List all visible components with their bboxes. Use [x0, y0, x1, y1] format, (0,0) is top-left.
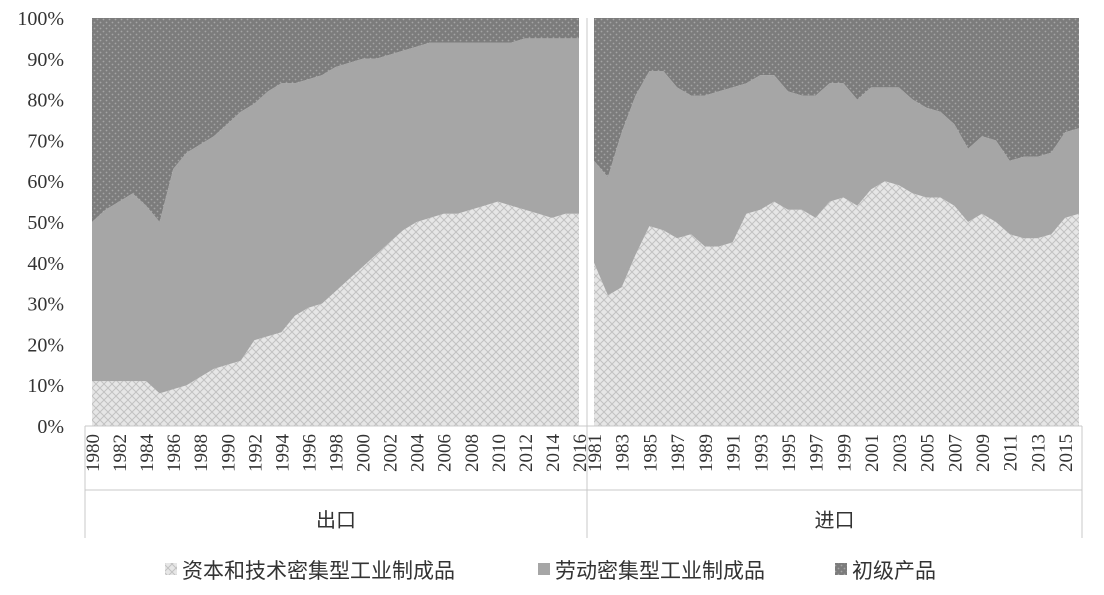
x-tick-label: 2009: [973, 434, 994, 472]
x-tick-label: 1991: [724, 434, 745, 472]
panel-label: 出口: [316, 509, 356, 532]
x-tick-label: 1987: [668, 434, 689, 472]
y-tick-label: 30%: [27, 294, 64, 316]
x-tick-label: 2000: [354, 434, 375, 472]
x-tick-label: 1996: [299, 434, 320, 472]
area-primary-exports: [92, 18, 579, 222]
panel-label: 进口: [815, 509, 855, 532]
x-tick-label: 1990: [218, 434, 239, 472]
y-tick-label: 0%: [37, 416, 64, 438]
y-tick-label: 40%: [27, 253, 64, 275]
legend-item-capital-tech: 资本和技术密集型工业制成品: [165, 559, 455, 583]
x-tick-label: 2006: [435, 434, 456, 472]
x-tick-label: 2010: [489, 434, 510, 472]
y-tick-label: 80%: [27, 90, 64, 112]
panel-exports: 1980 1982 1984 1986 1988 1990 1992 1994 1996 1998…: [83, 18, 591, 532]
x-tick-label: 2011: [1001, 434, 1022, 471]
x-tick-label: 2013: [1028, 434, 1049, 472]
x-tick-label: 1998: [327, 434, 348, 472]
solid-gray-square-icon: [538, 563, 550, 575]
x-tick-label: 1989: [696, 434, 717, 472]
panel-grid: [84, 18, 1083, 538]
area-primary-imports: [594, 18, 1079, 178]
x-tick-label: 2015: [1056, 434, 1077, 472]
y-tick-label: 20%: [27, 334, 64, 356]
x-tick-label: 1986: [164, 434, 185, 472]
area-capital-tech-imports: [594, 181, 1079, 426]
x-tick-label: 1995: [779, 434, 800, 472]
legend-label: 初级产品: [852, 559, 936, 583]
x-tick-label: 1982: [110, 434, 131, 472]
area-capital-tech-exports: [92, 201, 579, 426]
x-tick-label: 1984: [137, 434, 158, 473]
x-tick-label: 2005: [918, 434, 939, 472]
x-tick-label: 1993: [751, 434, 772, 472]
x-tick-label: 1994: [272, 434, 293, 473]
x-tick-label: 2008: [462, 434, 483, 472]
x-tick-label: 2016: [570, 434, 591, 472]
x-tick-label: 1981: [585, 434, 606, 472]
x-tick-label: 2004: [408, 434, 429, 473]
legend: 资本和技术密集型工业制成品 劳动密集型工业制成品 初级产品: [165, 559, 936, 583]
y-tick-label: 60%: [27, 171, 64, 193]
legend-item-labor: 劳动密集型工业制成品: [538, 559, 765, 583]
x-tick-label: 1980: [83, 434, 104, 472]
legend-label: 资本和技术密集型工业制成品: [182, 559, 455, 583]
y-tick-label: 50%: [27, 212, 64, 234]
x-tick-label: 1983: [613, 434, 634, 472]
x-tick-label: 2007: [945, 434, 966, 472]
x-tick-label: 2014: [543, 434, 564, 473]
area-labor-imports: [594, 71, 1079, 296]
chart-panels: 1980 1982 1984 1986 1988 1990 1992 1994 1996 1998…: [83, 18, 1079, 532]
y-tick-label: 100%: [17, 8, 64, 30]
x-tick-label: 2012: [516, 434, 537, 472]
legend-item-primary: 初级产品: [835, 559, 936, 583]
x-tick-label: 2001: [862, 434, 883, 472]
legend-label: 劳动密集型工业制成品: [555, 559, 765, 583]
y-tick-label: 10%: [27, 375, 64, 397]
x-tick-label: 1985: [640, 434, 661, 472]
y-axis: 0% 10% 20% 30% 40% 50% 60% 70% 80% 90% 100%: [17, 8, 64, 438]
area-labor-exports: [92, 38, 579, 394]
x-tick-label: 1988: [191, 434, 212, 472]
x-tick-label: 1999: [834, 434, 855, 472]
crosshatch-square-icon: [165, 563, 177, 575]
x-tick-label: 2002: [381, 434, 402, 472]
y-tick-label: 90%: [27, 49, 64, 71]
y-tick-label: 70%: [27, 130, 64, 152]
dotted-square-icon: [835, 563, 847, 575]
panel-imports: 1981 1983 1985 1987 1989 1991 1993 1995 1997 1999…: [585, 18, 1079, 532]
x-tick-label: 1992: [245, 434, 266, 472]
x-tick-label: 2003: [890, 434, 911, 472]
x-tick-label: 1997: [807, 434, 828, 472]
